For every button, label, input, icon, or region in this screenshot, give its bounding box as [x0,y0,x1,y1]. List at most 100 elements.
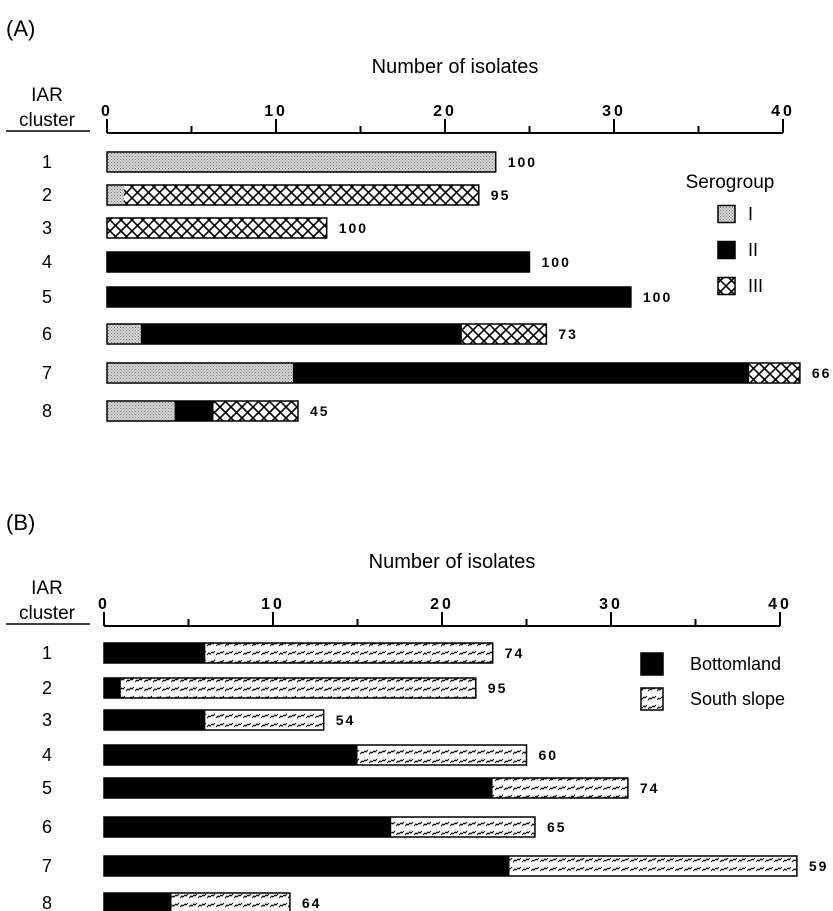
bar-outline [103,777,629,799]
x-axis-ticks: 0 10 20 30 40 [101,103,795,133]
bar-segment [205,643,493,663]
bar-segment [213,401,298,421]
bar-segment [104,745,358,765]
bars: 1 74 2 95 3 54 4 60 5 74 6 65 7 59 8 64 [42,642,829,911]
bar-outline [103,677,477,699]
legend-label: Bottomland [690,654,781,674]
bar-segment [391,817,535,837]
x-tick-label: 0 [98,596,110,613]
bar-segment [509,856,797,876]
bar-outline [106,323,548,345]
bar-segment [140,324,462,344]
data-label: 100 [508,154,537,170]
panel-a: (A) Number of isolates IAR cluster 0 10 20… [6,16,832,422]
legend-title: Serogroup [686,172,775,193]
bar-segment [171,893,290,911]
panel-label: (A) [6,16,35,41]
bar-segment [104,643,206,663]
bar-outline [103,816,536,838]
bar-segment [107,287,631,307]
data-label: 95 [488,680,508,696]
category-label: 1 [42,152,52,172]
data-label: 95 [491,187,511,203]
category-label: 4 [42,252,52,272]
bar-segment [205,710,324,730]
panel-b: (B) Number of isolates IAR cluster 0 10 20… [6,510,829,911]
legend-label: South slope [690,689,785,709]
data-label: 66 [812,365,832,381]
bar-segment [104,710,206,730]
category-label: 3 [42,710,52,730]
bar-segment [107,324,141,344]
x-tick-label: 40 [768,596,792,613]
x-axis-ticks: 0 10 20 30 40 [98,596,792,626]
bar-outline [106,286,632,308]
bar-segment [104,817,392,837]
category-label: 6 [42,324,52,344]
bar-segment [104,778,493,798]
category-label: 3 [42,218,52,238]
data-label: 59 [809,858,829,874]
x-tick-label: 10 [264,103,288,120]
bar-segment [749,363,800,383]
bar-segment [107,185,124,205]
legend-swatch [640,652,664,676]
data-label: 100 [542,254,571,270]
x-axis-title: Number of isolates [372,56,539,78]
category-label: 5 [42,287,52,307]
category-label: 4 [42,745,52,765]
bar-segment [492,778,628,798]
bars: 1 100 2 95 3 100 4 100 5 100 6 73 7 66 8 45 [42,151,832,422]
legend-swatch [717,276,736,296]
bar-segment [120,678,476,698]
category-label: 6 [42,817,52,837]
bar-outline [106,400,299,422]
legend-swatch [640,687,664,711]
legend-swatch [717,240,736,260]
x-tick-label: 10 [261,596,285,613]
bar-outline [106,184,480,206]
bar-segment [461,324,547,344]
category-label: 8 [42,401,52,421]
category-header-line2: cluster [19,603,76,624]
x-tick-label: 20 [430,596,454,613]
category-label: 2 [42,185,52,205]
bar-outline [103,744,528,766]
category-label: 7 [42,856,52,876]
bar-outline [106,217,328,239]
x-tick-label: 40 [771,103,795,120]
data-label: 74 [640,780,660,796]
bar-outline [103,642,494,664]
category-header-line2: cluster [19,110,76,131]
bar-segment [104,678,121,698]
category-label: 1 [42,643,52,663]
category-label: 7 [42,363,52,383]
legend-label: I [748,204,753,224]
x-tick-label: 30 [602,103,626,120]
bar-segment [292,363,750,383]
data-label: 65 [547,819,567,835]
bar-segment [107,252,530,272]
bar-segment [107,218,327,238]
legend-label: II [748,240,758,260]
bar-segment [123,185,479,205]
x-tick-label: 20 [433,103,457,120]
category-header-line1: IAR [31,578,63,599]
bar-outline [106,251,531,273]
data-label: 64 [302,895,322,911]
bar-outline [103,709,325,731]
legend-swatch [717,204,736,224]
data-label: 60 [539,747,559,763]
legend-label: III [748,276,763,296]
panel-label: (B) [6,510,35,535]
bar-outline [103,855,798,877]
data-label: 100 [643,289,672,305]
bar-segment [107,401,175,421]
data-label: 74 [505,645,525,661]
bar-segment [104,856,510,876]
x-tick-label: 0 [101,103,113,120]
bar-segment [174,401,214,421]
category-label: 2 [42,678,52,698]
bar-segment [107,152,496,172]
